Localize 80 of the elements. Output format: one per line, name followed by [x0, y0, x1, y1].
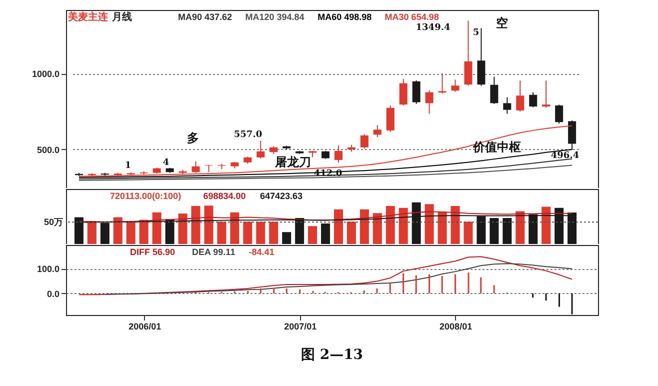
- bar: [450, 206, 460, 244]
- text: DIFF 56.90: [130, 247, 176, 257]
- annotation: 1349.4: [416, 23, 450, 33]
- bar: [424, 204, 434, 244]
- bar: [243, 222, 252, 244]
- bar: [398, 208, 408, 244]
- annotation: 5: [472, 28, 480, 38]
- bar: [542, 206, 551, 244]
- annotation: 多: [187, 131, 199, 145]
- candlestick: [425, 90, 434, 114]
- candlestick: [516, 80, 524, 112]
- bar: [269, 222, 278, 244]
- line-series: [78, 256, 573, 296]
- bar: [334, 209, 343, 244]
- candlestick: [204, 164, 213, 173]
- annotation: 屠龙刀: [274, 155, 311, 169]
- bar: [178, 214, 188, 244]
- bar: [308, 226, 318, 244]
- bar: [256, 222, 266, 244]
- candlestick: [192, 160, 200, 174]
- x-tick-label: 2007/01: [284, 322, 317, 332]
- annotation: 557.0: [234, 130, 262, 140]
- candlestick: [386, 104, 394, 132]
- text: DEA 99.11: [192, 247, 236, 257]
- bar: [372, 213, 382, 244]
- chart-subtitle: 月线: [111, 11, 132, 23]
- candlestick: [542, 80, 550, 108]
- candlestick: [464, 20, 472, 86]
- text: MA30 654.98: [384, 12, 439, 22]
- text: 647423.63: [260, 191, 303, 201]
- chart-title: 美麦主连: [67, 11, 109, 23]
- bar: [386, 206, 395, 244]
- bar: [346, 222, 356, 244]
- bar: [516, 211, 525, 244]
- y-tick-label: 500.0: [36, 144, 60, 155]
- bar: [217, 222, 226, 244]
- bar: [126, 222, 136, 244]
- x-tick-label: 2008/01: [440, 322, 472, 332]
- text: MA120 394.84: [245, 12, 304, 22]
- annotation: 价值中枢: [472, 140, 521, 154]
- candlestick: [412, 80, 420, 104]
- candlestick: [529, 92, 538, 108]
- bar: [87, 222, 96, 244]
- bar: [191, 206, 200, 244]
- bar: [230, 212, 240, 244]
- candlestick: [503, 96, 512, 114]
- candlestick: [477, 28, 486, 86]
- candlestick: [490, 76, 498, 104]
- annotation: 1: [124, 161, 132, 171]
- candlestick: [568, 120, 576, 150]
- x-tick-label: 2006/01: [128, 322, 162, 332]
- ref-line-label: 50万: [44, 217, 63, 228]
- candlestick: [373, 124, 382, 138]
- candlestick: [399, 78, 408, 106]
- candlestick: [360, 134, 368, 150]
- bar: [204, 206, 214, 244]
- annotation: 空: [496, 16, 508, 30]
- text: MA60 498.98: [318, 12, 372, 22]
- y-tick-label: 100.0: [36, 264, 60, 274]
- candlestick: [555, 104, 564, 124]
- y-tick-label: 1000.0: [32, 69, 60, 80]
- candlestick: [451, 79, 460, 92]
- candlestick: [256, 140, 265, 159]
- annotation: 496.4: [550, 151, 580, 161]
- candlestick: [334, 144, 342, 164]
- bar: [113, 217, 122, 244]
- bar: [152, 212, 162, 244]
- text: MA90 437.62: [178, 12, 232, 22]
- line-series: [104, 263, 573, 295]
- bar: [464, 222, 473, 244]
- series-label: 720113.00(0:100): [110, 191, 182, 201]
- bar: [139, 220, 148, 244]
- y-tick-label: 0.0: [46, 288, 60, 299]
- text: -84.41: [248, 247, 274, 257]
- series-label: 698834.00: [203, 191, 246, 201]
- bar: [438, 212, 447, 244]
- annotation: 4: [162, 158, 170, 168]
- candlestick: [438, 72, 446, 94]
- caption: 图 2—13: [300, 347, 364, 363]
- bar: [360, 209, 369, 244]
